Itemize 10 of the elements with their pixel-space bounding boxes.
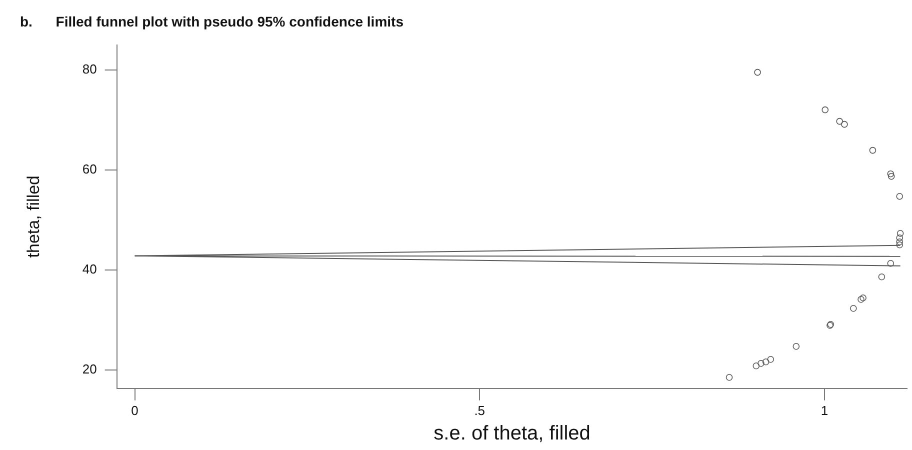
chart-title: b. Filled funnel plot with pseudo 95% confidence limits [20,13,404,30]
x-tick-label: 0 [131,402,138,418]
y-tick-label: 40 [82,261,97,276]
y-tick-label: 80 [82,61,97,76]
x-tick-label: 1 [820,402,828,418]
y-axis-title: theta, filled [24,175,43,258]
x-tick-label: .5 [474,402,486,418]
y-tick-label: 60 [82,161,97,176]
y-tick-label: 20 [82,361,97,376]
x-axis-title: s.e. of theta, filled [434,422,590,445]
